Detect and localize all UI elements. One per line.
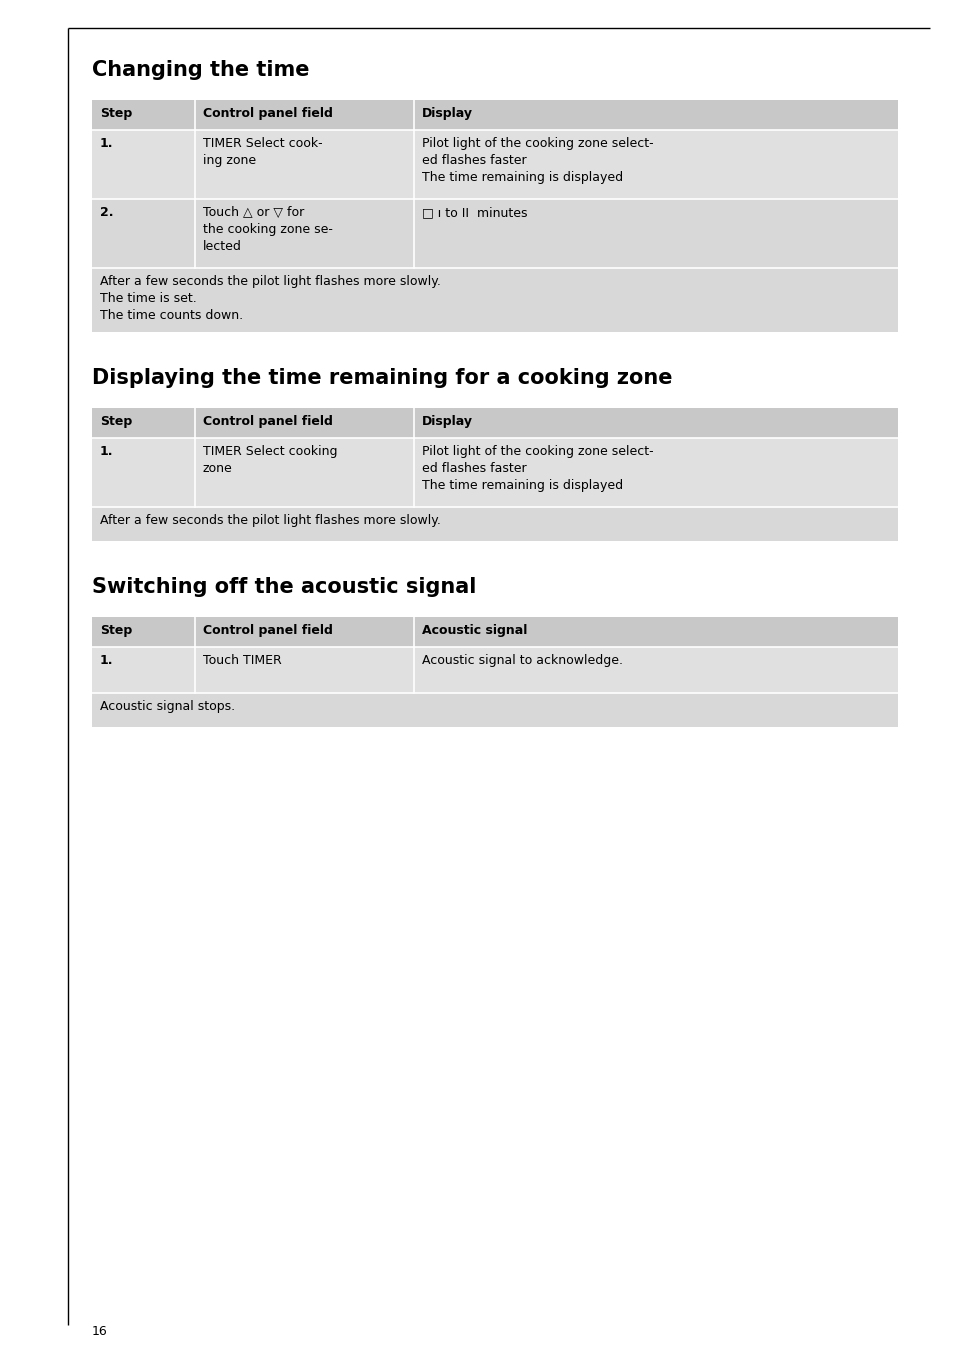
Bar bbox=[91, 694, 897, 727]
Text: Step: Step bbox=[100, 107, 132, 120]
Text: Control panel field: Control panel field bbox=[203, 625, 333, 637]
Text: Displaying the time remaining for a cooking zone: Displaying the time remaining for a cook… bbox=[91, 368, 672, 388]
Text: After a few seconds the pilot light flashes more slowly.
The time is set.
The ti: After a few seconds the pilot light flas… bbox=[100, 274, 440, 322]
Text: 16: 16 bbox=[91, 1325, 108, 1338]
Text: Step: Step bbox=[100, 415, 132, 429]
Text: TIMER Select cook-
ing zone: TIMER Select cook- ing zone bbox=[203, 137, 322, 168]
Text: □ ı to ΙΙ  minutes: □ ı to ΙΙ minutes bbox=[421, 206, 527, 219]
Bar bbox=[91, 648, 897, 694]
Bar bbox=[91, 199, 897, 268]
Text: TIMER Select cooking
zone: TIMER Select cooking zone bbox=[203, 445, 337, 475]
Text: Pilot light of the cooking zone select-
ed flashes faster
The time remaining is : Pilot light of the cooking zone select- … bbox=[421, 137, 653, 184]
Text: Acoustic signal to acknowledge.: Acoustic signal to acknowledge. bbox=[421, 654, 622, 667]
Text: Acoustic signal stops.: Acoustic signal stops. bbox=[100, 700, 234, 713]
Bar bbox=[91, 130, 897, 199]
Bar bbox=[91, 507, 897, 541]
Text: 1.: 1. bbox=[100, 654, 113, 667]
Text: Control panel field: Control panel field bbox=[203, 415, 333, 429]
Bar bbox=[91, 408, 897, 438]
Text: Pilot light of the cooking zone select-
ed flashes faster
The time remaining is : Pilot light of the cooking zone select- … bbox=[421, 445, 653, 492]
Text: Acoustic signal: Acoustic signal bbox=[421, 625, 527, 637]
Text: Display: Display bbox=[421, 107, 473, 120]
Bar bbox=[91, 268, 897, 333]
Text: Touch △ or ▽ for
the cooking zone se-
lected: Touch △ or ▽ for the cooking zone se- le… bbox=[203, 206, 333, 253]
Bar bbox=[91, 100, 897, 130]
Bar bbox=[91, 438, 897, 507]
Text: 1.: 1. bbox=[100, 445, 113, 458]
Text: Touch TIMER: Touch TIMER bbox=[203, 654, 281, 667]
Bar bbox=[91, 617, 897, 648]
Text: Display: Display bbox=[421, 415, 473, 429]
Text: After a few seconds the pilot light flashes more slowly.: After a few seconds the pilot light flas… bbox=[100, 514, 440, 527]
Text: Control panel field: Control panel field bbox=[203, 107, 333, 120]
Text: Switching off the acoustic signal: Switching off the acoustic signal bbox=[91, 577, 476, 598]
Text: 1.: 1. bbox=[100, 137, 113, 150]
Text: 2.: 2. bbox=[100, 206, 113, 219]
Text: Changing the time: Changing the time bbox=[91, 59, 309, 80]
Text: Step: Step bbox=[100, 625, 132, 637]
